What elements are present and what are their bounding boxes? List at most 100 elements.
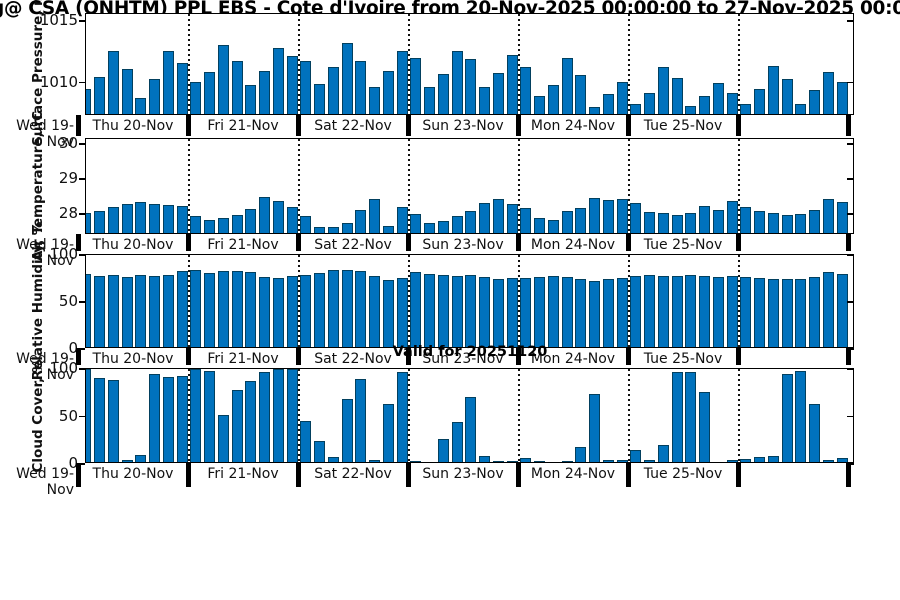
bar xyxy=(190,81,202,114)
day-boundary-tick xyxy=(296,234,301,251)
bar xyxy=(424,86,436,114)
bar xyxy=(479,202,491,233)
day-gridline xyxy=(518,14,520,114)
bar xyxy=(355,270,367,347)
edge-day-label: Wed 19-Nov xyxy=(16,351,74,383)
day-label: Tue 25-Nov xyxy=(643,118,723,134)
bar xyxy=(506,204,518,233)
bar xyxy=(135,455,147,462)
day-boundary-tick xyxy=(516,348,521,365)
bar xyxy=(94,76,106,114)
bar xyxy=(121,69,133,114)
bar xyxy=(107,207,119,233)
bar xyxy=(534,461,546,462)
bar xyxy=(341,399,353,462)
bar xyxy=(685,106,697,114)
day-boundary-tick xyxy=(296,348,301,365)
bar xyxy=(382,280,394,347)
bar xyxy=(245,271,257,347)
bar xyxy=(465,210,477,233)
day-gridline xyxy=(628,369,630,462)
day-boundary-tick xyxy=(846,115,851,136)
y-tick-mark xyxy=(79,143,85,145)
panel-air-temperature xyxy=(85,138,854,234)
bar xyxy=(369,460,381,462)
bar xyxy=(272,201,284,233)
day-boundary-tick xyxy=(846,463,851,487)
bar xyxy=(809,404,821,462)
bar xyxy=(107,50,119,114)
bar xyxy=(121,276,133,347)
bar xyxy=(616,277,628,347)
y-tick-label: 0 xyxy=(68,339,78,357)
bar xyxy=(355,60,367,114)
y-tick-mark-right xyxy=(847,348,854,350)
y-tick-label: 30 xyxy=(58,134,78,153)
day-boundary-tick xyxy=(186,115,191,136)
bar xyxy=(190,270,202,347)
bar xyxy=(712,82,724,114)
bar xyxy=(657,213,669,233)
bar xyxy=(713,462,724,463)
bar xyxy=(451,275,463,347)
bar xyxy=(630,275,642,347)
bar xyxy=(204,272,216,347)
bar xyxy=(259,371,271,462)
bar xyxy=(231,270,243,347)
bar xyxy=(602,460,614,462)
day-gridline xyxy=(188,139,190,233)
bar xyxy=(809,209,821,233)
day-gridline xyxy=(738,14,740,114)
bar xyxy=(671,215,683,233)
bar xyxy=(506,461,518,462)
day-label: Mon 24-Nov xyxy=(530,118,616,134)
y-tick-mark xyxy=(79,178,85,180)
bar xyxy=(671,77,683,114)
bar xyxy=(836,458,848,462)
day-gridline xyxy=(628,255,630,347)
day-label: Sun 23-Nov xyxy=(422,466,504,482)
bar xyxy=(437,274,449,347)
bar xyxy=(382,70,394,114)
bar xyxy=(836,201,848,233)
bar xyxy=(561,210,573,233)
bar xyxy=(589,197,601,233)
bar xyxy=(726,200,738,233)
bar xyxy=(575,75,587,114)
valid-for-label: Valid for 20251120 xyxy=(392,344,548,360)
day-gridline xyxy=(188,14,190,114)
day-label: Thu 20-Nov xyxy=(92,466,174,482)
bar xyxy=(204,219,216,233)
y-tick-mark xyxy=(79,415,85,417)
bar xyxy=(754,457,766,462)
day-boundary-tick xyxy=(626,115,631,136)
bar xyxy=(204,370,216,462)
day-boundary-tick xyxy=(736,115,741,136)
bar xyxy=(176,270,188,347)
bar xyxy=(396,277,408,347)
day-gridline xyxy=(188,255,190,347)
bar xyxy=(300,216,312,233)
bar xyxy=(149,79,161,114)
bar xyxy=(506,54,518,114)
bar xyxy=(657,445,669,462)
bar xyxy=(272,48,284,114)
bar xyxy=(602,200,614,233)
day-gridline xyxy=(188,369,190,462)
panel-relative-humidity xyxy=(85,254,854,348)
day-gridline xyxy=(408,14,410,114)
bar xyxy=(630,449,642,462)
bar xyxy=(575,446,587,462)
bar xyxy=(767,65,779,114)
bar xyxy=(465,396,477,462)
panel-surface-pressure xyxy=(85,13,854,115)
bar xyxy=(575,208,587,233)
bar xyxy=(245,85,257,114)
day-label: Sat 22-Nov xyxy=(314,351,392,367)
bar xyxy=(272,277,284,347)
bar xyxy=(630,202,642,233)
day-gridline xyxy=(408,255,410,347)
bar xyxy=(231,214,243,233)
bar xyxy=(437,74,449,114)
bar xyxy=(410,461,422,462)
